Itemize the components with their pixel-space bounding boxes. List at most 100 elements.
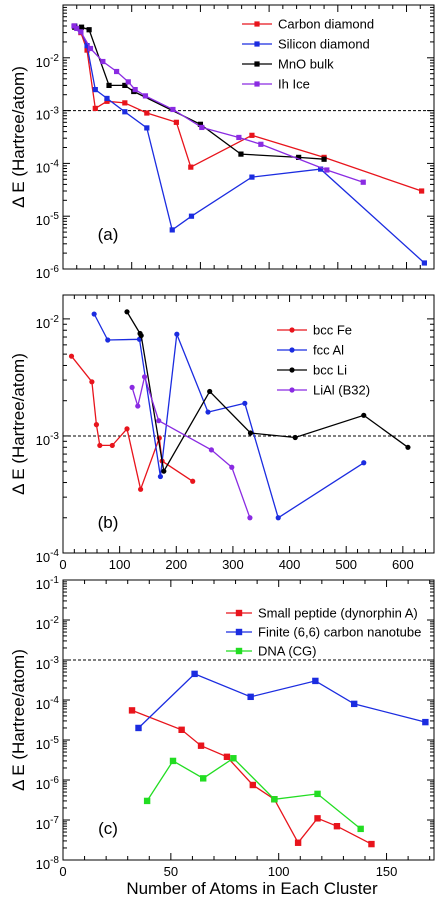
data-point	[91, 311, 97, 317]
legend-label: Finite (6,6) carbon nanotube	[258, 625, 421, 640]
data-point	[321, 156, 327, 162]
data-point	[105, 337, 111, 343]
x-tick-label: 600	[392, 557, 414, 572]
y-tick-label: 10-5	[36, 211, 60, 228]
x-tick-label: 0	[59, 557, 66, 572]
data-point	[156, 418, 162, 424]
data-point	[71, 23, 77, 29]
data-point	[361, 412, 367, 418]
data-point	[191, 670, 198, 678]
series-line	[74, 26, 325, 160]
data-point	[125, 79, 131, 85]
data-point	[142, 93, 149, 99]
legend-label: Ih Ice	[278, 77, 310, 92]
data-point	[357, 825, 364, 833]
panel-b: 10-4 10-3 10-2 0 100 200 300 400 500 600 Δ E (Hart…	[9, 294, 435, 572]
data-point	[419, 188, 425, 194]
legend-marker	[289, 387, 295, 393]
x-axis-label: Number of Atoms in Each Cluster	[126, 879, 378, 898]
legend: bcc Fe fcc Al bcc Li LiAl (B32)	[277, 323, 370, 398]
data-point	[97, 442, 103, 449]
data-point	[144, 110, 150, 116]
legend-marker	[289, 347, 295, 353]
data-point	[157, 473, 164, 480]
data-point	[86, 27, 92, 33]
plot-frame	[62, 579, 435, 861]
data-point	[296, 154, 302, 160]
legend-marker	[235, 609, 243, 617]
data-point	[207, 388, 213, 395]
panel-a: 10-6 10-5 10-4 10-3 10-2 Δ E (Hartree/atom) (a…	[9, 4, 435, 281]
data-point	[135, 724, 142, 732]
y-tick-label: 10-1	[36, 575, 60, 592]
data-point	[122, 82, 128, 89]
y-tick-label: 10-3	[36, 655, 60, 672]
data-point	[360, 179, 366, 185]
legend-label: Small peptide (dynorphin A)	[258, 606, 418, 621]
series-lial-b32	[129, 374, 253, 521]
series-dna-cg	[143, 755, 364, 833]
legend-marker	[235, 647, 243, 655]
y-axis-label: Δ E (Hartree/atom)	[9, 66, 28, 208]
legend-label: bcc Li	[313, 363, 347, 378]
data-point	[242, 400, 248, 406]
data-point	[122, 109, 128, 115]
data-point	[236, 134, 242, 141]
data-point	[141, 374, 148, 380]
legend-marker	[254, 41, 260, 47]
series-line	[146, 757, 362, 830]
data-point	[169, 757, 177, 765]
plot-frame	[62, 4, 435, 270]
data-point	[143, 797, 151, 805]
x-tick-label: 150	[376, 864, 398, 879]
data-point	[223, 753, 231, 761]
data-point	[197, 742, 205, 749]
data-point	[200, 775, 207, 782]
data-point	[169, 227, 175, 233]
data-point	[144, 125, 150, 131]
legend-marker	[235, 628, 243, 636]
data-point	[314, 790, 321, 798]
data-point	[292, 434, 298, 441]
data-point	[104, 98, 110, 104]
x-tick-label: 500	[335, 557, 357, 572]
data-point	[229, 464, 235, 470]
data-point	[422, 718, 429, 726]
legend-label: DNA (CG)	[258, 644, 317, 659]
series-line	[70, 355, 194, 492]
data-point	[78, 29, 84, 35]
y-tick-label: 10-4	[36, 158, 60, 175]
series-fcc-al	[91, 311, 367, 521]
data-point	[84, 43, 90, 49]
data-point	[106, 82, 112, 89]
data-point	[100, 58, 106, 65]
panel-label: (c)	[98, 819, 118, 838]
series-bcc-li	[124, 309, 411, 474]
panel-label: (b)	[98, 513, 119, 532]
data-point	[78, 24, 85, 30]
data-point	[113, 68, 120, 75]
y-tick-label: 10-7	[36, 815, 60, 832]
data-point	[238, 151, 244, 157]
data-point	[87, 45, 94, 52]
data-point	[249, 781, 257, 789]
data-point	[188, 213, 195, 219]
data-point	[68, 353, 75, 359]
data-point	[135, 403, 141, 409]
y-axis-label: Δ E (Hartree/atom)	[9, 649, 28, 791]
series-line	[131, 374, 251, 519]
data-point	[137, 486, 144, 492]
y-tick-label: 10-6	[36, 264, 60, 281]
legend-label: MnO bulk	[278, 57, 334, 72]
legend-marker	[254, 21, 260, 27]
data-point	[247, 430, 254, 436]
series-silicon-diamond	[72, 23, 427, 266]
y-tick-label: 10-3	[36, 106, 60, 123]
y-tick-label: 10-3	[36, 431, 60, 448]
data-point	[132, 86, 138, 93]
data-point	[138, 332, 144, 339]
x-tick-label: 0	[59, 864, 66, 879]
data-point	[161, 468, 167, 474]
data-point	[314, 815, 321, 822]
